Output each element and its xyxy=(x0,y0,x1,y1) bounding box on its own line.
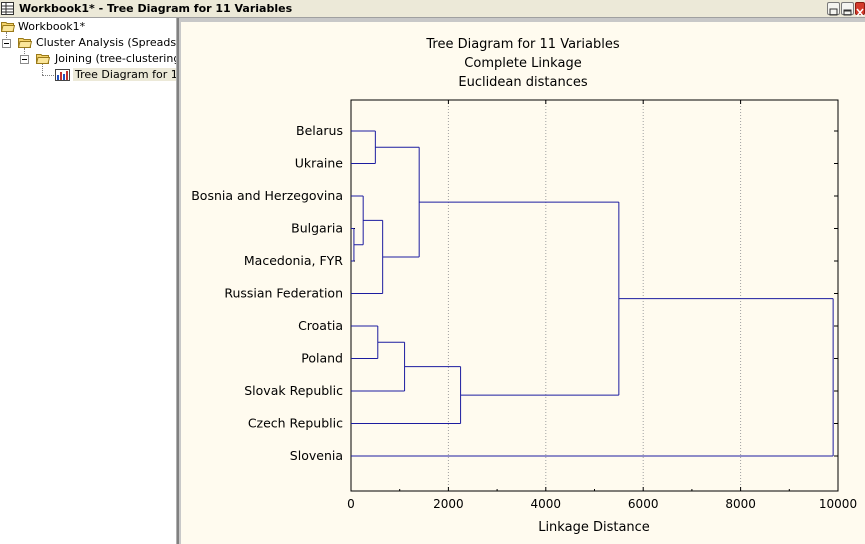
x-tick-label: 4000 xyxy=(531,497,562,511)
minimize-icon xyxy=(843,9,852,16)
restore-button[interactable] xyxy=(827,2,840,16)
grid-lines xyxy=(447,100,742,491)
leaf-label: Russian Federation xyxy=(224,286,343,301)
tree-label-joining: Joining (tree-clustering) xyxy=(55,52,177,65)
tree-label-tree-diagram: Tree Diagram for 11 xyxy=(73,68,176,81)
x-tick-label: 10000 xyxy=(819,497,857,511)
leaf-labels: Belarus Ukraine Bosnia and Herzegovina Bulg… xyxy=(191,123,343,463)
leaf-label: Croatia xyxy=(298,318,343,333)
x-tick-label: 6000 xyxy=(628,497,659,511)
open-folder-icon xyxy=(18,38,32,48)
tree-connector xyxy=(42,75,54,76)
collapse-toggle[interactable] xyxy=(20,55,29,64)
leaf-label: Poland xyxy=(301,351,343,366)
workbook-tree: Workbook1* Cluster Analysis (Spreadshe J… xyxy=(0,18,177,544)
tree-label-cluster-analysis: Cluster Analysis (Spreadshe xyxy=(36,36,177,49)
workbook-icon xyxy=(1,2,14,15)
leaf-label: Ukraine xyxy=(295,156,344,171)
x-axis-label: Linkage Distance xyxy=(538,520,650,535)
graph-icon xyxy=(55,69,70,81)
tree-connector xyxy=(42,64,43,75)
tree-diagram-chart[interactable]: Tree Diagram for 11 Variables Complete L… xyxy=(181,22,865,544)
leaf-label: Bosnia and Herzegovina xyxy=(191,188,343,203)
dendrogram-links xyxy=(351,130,834,457)
leaf-label: Slovak Republic xyxy=(244,383,343,398)
close-icon xyxy=(856,8,864,17)
window-title: Workbook1* - Tree Diagram for 11 Variabl… xyxy=(19,2,293,15)
tree-connector xyxy=(6,32,7,42)
x-tick-label: 2000 xyxy=(433,497,464,511)
tree-label-workbook: Workbook1* xyxy=(18,20,86,33)
leaf-label: Belarus xyxy=(296,123,343,138)
plot-area-frame xyxy=(350,99,839,492)
minimize-button[interactable] xyxy=(841,2,854,16)
tree-connector xyxy=(24,48,25,58)
open-folder-icon xyxy=(36,54,50,64)
x-tick-label: 0 xyxy=(347,497,355,511)
collapse-toggle[interactable] xyxy=(2,39,11,48)
restore-icon xyxy=(829,8,838,16)
chart-subtitle-distance: Euclidean distances xyxy=(458,75,587,90)
dendrogram-svg: Tree Diagram for 11 Variables Complete L… xyxy=(191,37,857,535)
leaf-label: Bulgaria xyxy=(291,221,343,236)
x-tick-label: 8000 xyxy=(725,497,756,511)
chart-subtitle-linkage: Complete Linkage xyxy=(464,56,581,71)
open-folder-icon xyxy=(1,22,15,32)
window-titlebar[interactable]: Workbook1* - Tree Diagram for 11 Variabl… xyxy=(0,0,865,18)
leaf-label: Czech Republic xyxy=(248,416,343,431)
close-button[interactable] xyxy=(855,2,865,17)
leaf-label: Macedonia, FYR xyxy=(244,253,343,268)
chart-title: Tree Diagram for 11 Variables xyxy=(425,37,619,52)
axis-ticks: 0 2000 4000 6000 8000 10000 xyxy=(347,100,857,511)
leaf-label: Slovenia xyxy=(290,448,343,463)
